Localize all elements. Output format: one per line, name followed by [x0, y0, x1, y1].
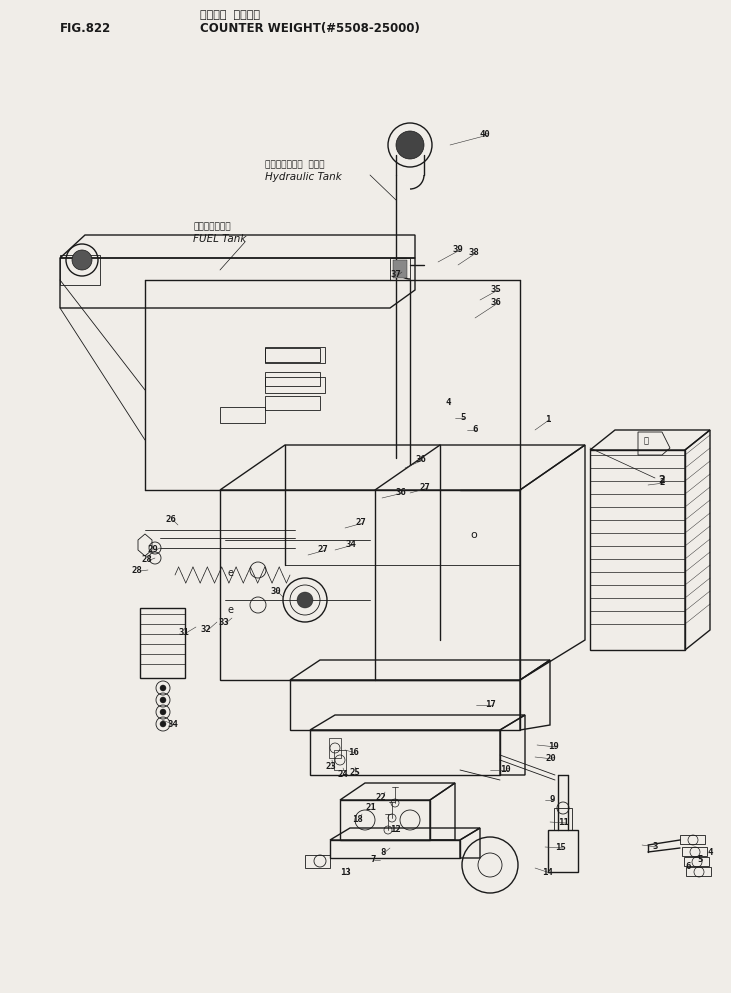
- Text: 6: 6: [472, 425, 477, 434]
- Circle shape: [160, 685, 166, 691]
- Circle shape: [160, 721, 166, 727]
- Text: FUEL Tank: FUEL Tank: [193, 234, 246, 244]
- Text: 8: 8: [380, 848, 385, 857]
- Text: 10: 10: [500, 765, 511, 774]
- Bar: [548, 830, 578, 872]
- Text: 4: 4: [708, 848, 713, 857]
- Text: 39: 39: [452, 245, 463, 254]
- Bar: [220, 407, 265, 423]
- Text: 26: 26: [165, 515, 175, 524]
- Text: FIG.822: FIG.822: [60, 22, 111, 35]
- Bar: [60, 255, 100, 285]
- Text: 22: 22: [375, 793, 386, 802]
- Bar: [140, 608, 185, 678]
- Text: 13: 13: [340, 868, 351, 877]
- Text: 3: 3: [652, 842, 657, 851]
- Text: 35: 35: [490, 285, 501, 294]
- Text: 7: 7: [370, 855, 376, 864]
- Text: 6: 6: [685, 862, 690, 871]
- Text: COUNTER WEIGHT(#5508-25000): COUNTER WEIGHT(#5508-25000): [200, 22, 420, 35]
- Text: 14: 14: [542, 868, 553, 877]
- Bar: [390, 258, 410, 280]
- Text: 29: 29: [148, 545, 159, 554]
- Text: 38: 38: [468, 248, 479, 257]
- Text: 20: 20: [545, 754, 556, 763]
- Text: 28: 28: [142, 555, 153, 564]
- Text: 27: 27: [318, 545, 329, 554]
- Text: 31: 31: [178, 628, 189, 637]
- Text: 23: 23: [325, 762, 336, 771]
- Text: 28: 28: [132, 566, 143, 575]
- Text: e: e: [228, 605, 234, 615]
- Text: 34: 34: [345, 540, 356, 549]
- Text: 18: 18: [352, 815, 363, 824]
- Text: 4: 4: [445, 398, 450, 407]
- Bar: [680, 835, 705, 844]
- Text: ハイドロリック  タンク: ハイドロリック タンク: [265, 160, 325, 169]
- Bar: [265, 396, 320, 410]
- Text: 9: 9: [550, 795, 556, 804]
- Text: 方: 方: [644, 436, 649, 445]
- Text: 32: 32: [200, 625, 211, 634]
- Bar: [554, 808, 572, 830]
- Bar: [682, 847, 707, 856]
- Circle shape: [297, 592, 313, 608]
- Text: o: o: [470, 530, 477, 540]
- Text: 2: 2: [658, 475, 664, 485]
- Text: 25: 25: [350, 768, 361, 777]
- Text: e: e: [228, 568, 234, 578]
- Text: Hydraulic Tank: Hydraulic Tank: [265, 172, 342, 182]
- Text: 11: 11: [558, 818, 569, 827]
- Text: 27: 27: [355, 518, 366, 527]
- Text: 40: 40: [480, 130, 491, 139]
- Text: 33: 33: [218, 618, 229, 627]
- Text: 24: 24: [338, 770, 349, 779]
- Text: 30: 30: [270, 587, 281, 596]
- Text: 5: 5: [697, 855, 702, 864]
- Bar: [265, 347, 325, 363]
- Text: 12: 12: [390, 825, 401, 834]
- Text: 16: 16: [348, 748, 359, 757]
- Text: 36: 36: [395, 488, 406, 497]
- Circle shape: [72, 250, 92, 270]
- Text: 15: 15: [555, 843, 566, 852]
- Bar: [684, 857, 709, 866]
- Text: 36: 36: [415, 455, 425, 464]
- Circle shape: [160, 697, 166, 703]
- Text: 17: 17: [485, 700, 496, 709]
- Bar: [686, 867, 711, 876]
- Bar: [265, 377, 325, 393]
- Text: 27: 27: [420, 483, 431, 492]
- Bar: [265, 348, 320, 362]
- Text: カウンタ  ウェイト: カウンタ ウェイト: [200, 10, 260, 20]
- Bar: [393, 260, 407, 278]
- Text: フュエルタンク: フュエルタンク: [193, 222, 230, 231]
- Text: 21: 21: [365, 803, 376, 812]
- Text: 2: 2: [660, 478, 665, 487]
- Text: 19: 19: [548, 742, 558, 751]
- Text: 1: 1: [545, 415, 550, 424]
- Text: 37: 37: [390, 270, 401, 279]
- Bar: [265, 372, 320, 386]
- Text: 34: 34: [167, 720, 178, 729]
- Text: 36: 36: [490, 298, 501, 307]
- Circle shape: [160, 709, 166, 715]
- Text: 5: 5: [460, 413, 466, 422]
- Circle shape: [396, 131, 424, 159]
